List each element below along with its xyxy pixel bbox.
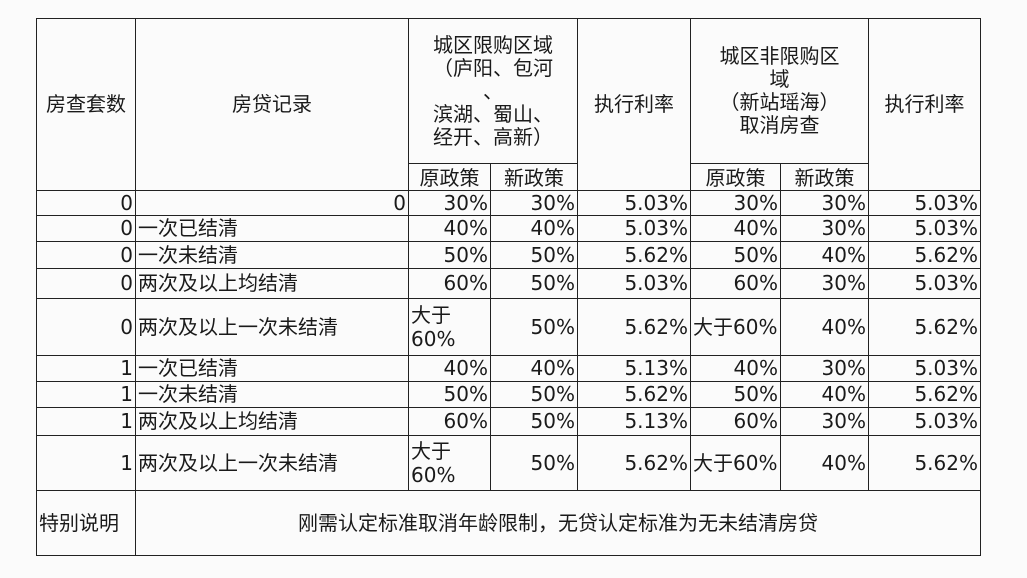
cell-r-old: 50% [408, 381, 491, 408]
table-row: 0 两次及以上一次未结清 大于 60% 50% 5.62% 大于60% 40% 5.62% [36, 298, 981, 356]
cell-count: 1 [36, 435, 136, 491]
cell-rate1: 5.62% [577, 381, 691, 408]
cell-rate1: 5.03% [577, 215, 691, 242]
cell-rate1: 5.62% [577, 298, 691, 356]
cell-rate2: 5.62% [868, 298, 981, 356]
cell-r-new: 40% [490, 215, 578, 242]
cell-u-new: 30% [780, 215, 869, 242]
cell-u-old: 40% [690, 355, 781, 382]
cell-u-old: 30% [690, 190, 781, 216]
header-record: 房贷记录 [135, 18, 409, 191]
cell-rate2: 5.62% [868, 435, 981, 491]
cell-record: 一次已结清 [135, 355, 409, 382]
cell-r-new: 50% [490, 381, 578, 408]
header-restricted-zone: 城区限购区域 （庐阳、包河 、 滨湖、蜀山、 经开、高新） [408, 18, 578, 164]
table-row: 0 0 30% 30% 5.03% 30% 30% 5.03% [36, 190, 981, 216]
cell-record: 两次及以上均结清 [135, 407, 409, 436]
cell-rate1: 5.62% [577, 435, 691, 491]
cell-u-old: 40% [690, 215, 781, 242]
cell-record: 一次已结清 [135, 215, 409, 242]
cell-u-old: 50% [690, 241, 781, 269]
table-row: 0 一次已结清 40% 40% 5.03% 40% 30% 5.03% [36, 215, 981, 242]
table-row: 1 两次及以上一次未结清 大于 60% 50% 5.62% 大于60% 40% 5.62% [36, 435, 981, 491]
cell-r-old: 30% [408, 190, 491, 216]
cell-count: 1 [36, 407, 136, 436]
header-rate-2: 执行利率 [868, 18, 981, 191]
cell-u-new: 40% [780, 435, 869, 491]
cell-u-new: 30% [780, 407, 869, 436]
cell-rate1: 5.13% [577, 407, 691, 436]
header-rate-1: 执行利率 [577, 18, 691, 191]
cell-u-old: 大于60% [690, 435, 781, 491]
table-row: 0 一次未结清 50% 50% 5.62% 50% 40% 5.62% [36, 241, 981, 269]
cell-u-old: 60% [690, 268, 781, 299]
cell-record: 两次及以上一次未结清 [135, 298, 409, 356]
cell-u-new: 40% [780, 298, 869, 356]
cell-count: 1 [36, 355, 136, 382]
table-row: 1 一次已结清 40% 40% 5.13% 40% 30% 5.03% [36, 355, 981, 382]
remark-label: 特别说明 [36, 490, 136, 556]
cell-rate2: 5.62% [868, 241, 981, 269]
cell-r-old: 40% [408, 215, 491, 242]
cell-rate2: 5.03% [868, 190, 981, 216]
cell-u-old: 大于60% [690, 298, 781, 356]
cell-r-new: 50% [490, 241, 578, 269]
cell-rate2: 5.03% [868, 268, 981, 299]
cell-r-new: 50% [490, 298, 578, 356]
cell-count: 0 [36, 268, 136, 299]
cell-r-old: 大于 60% [408, 435, 491, 491]
cell-r-old: 50% [408, 241, 491, 269]
cell-count: 0 [36, 190, 136, 216]
cell-record: 两次及以上均结清 [135, 268, 409, 299]
cell-record: 一次未结清 [135, 381, 409, 408]
cell-u-new: 30% [780, 190, 869, 216]
cell-rate1: 5.13% [577, 355, 691, 382]
header-count: 房查套数 [36, 18, 136, 191]
cell-rate1: 5.03% [577, 190, 691, 216]
cell-rate2: 5.62% [868, 381, 981, 408]
cell-r-old: 60% [408, 268, 491, 299]
cell-r-new: 50% [490, 268, 578, 299]
header-unrestricted-old: 原政策 [690, 163, 781, 191]
cell-count: 0 [36, 215, 136, 242]
cell-rate2: 5.03% [868, 355, 981, 382]
cell-u-new: 40% [780, 381, 869, 408]
cell-u-new: 30% [780, 268, 869, 299]
cell-r-old: 60% [408, 407, 491, 436]
cell-r-new: 50% [490, 435, 578, 491]
remark-text: 刚需认定标准取消年龄限制，无贷认定标准为无未结清房贷 [135, 490, 981, 556]
cell-r-new: 40% [490, 355, 578, 382]
header-restricted-new: 新政策 [490, 163, 578, 191]
cell-r-old: 40% [408, 355, 491, 382]
cell-rate2: 5.03% [868, 215, 981, 242]
cell-count: 0 [36, 241, 136, 269]
cell-r-old: 大于 60% [408, 298, 491, 356]
header-restricted-old: 原政策 [408, 163, 491, 191]
policy-table: 房查套数 房贷记录 城区限购区域 （庐阳、包河 、 滨湖、蜀山、 经开、高新） … [36, 18, 981, 556]
cell-r-new: 50% [490, 407, 578, 436]
cell-rate1: 5.62% [577, 241, 691, 269]
cell-record: 一次未结清 [135, 241, 409, 269]
table-row: 1 一次未结清 50% 50% 5.62% 50% 40% 5.62% [36, 381, 981, 408]
cell-rate2: 5.03% [868, 407, 981, 436]
header-unrestricted-zone: 城区非限购区 域 （新站瑶海） 取消房查 [690, 18, 869, 164]
table-row: 1 两次及以上均结清 60% 50% 5.13% 60% 30% 5.03% [36, 407, 981, 436]
header-unrestricted-new: 新政策 [780, 163, 869, 191]
cell-rate1: 5.03% [577, 268, 691, 299]
table-row: 0 两次及以上均结清 60% 50% 5.03% 60% 30% 5.03% [36, 268, 981, 299]
cell-u-new: 40% [780, 241, 869, 269]
cell-u-old: 50% [690, 381, 781, 408]
cell-u-old: 60% [690, 407, 781, 436]
cell-u-new: 30% [780, 355, 869, 382]
cell-count: 0 [36, 298, 136, 356]
cell-record: 两次及以上一次未结清 [135, 435, 409, 491]
cell-record: 0 [135, 190, 409, 216]
cell-r-new: 30% [490, 190, 578, 216]
cell-count: 1 [36, 381, 136, 408]
